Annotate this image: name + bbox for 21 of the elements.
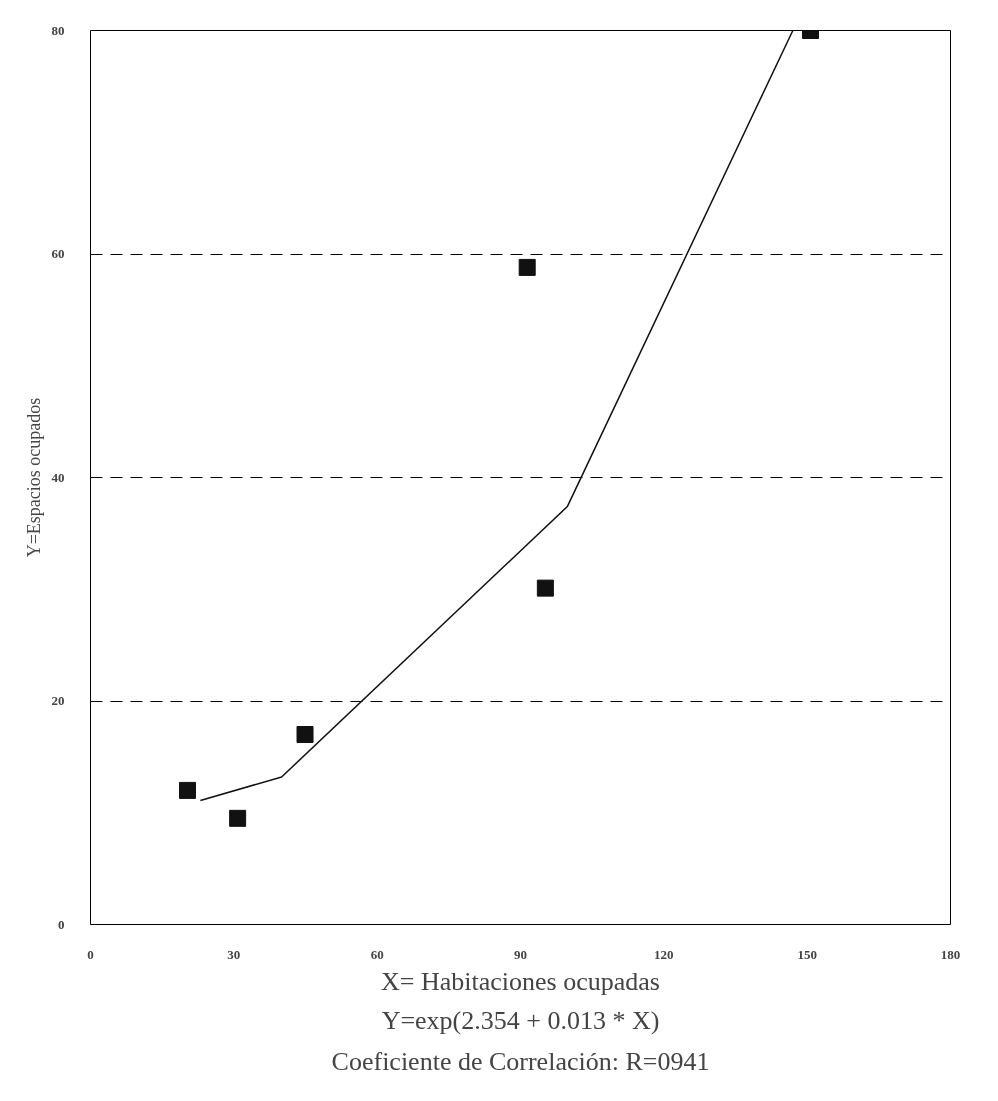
y-tick-label: 40 <box>51 469 65 485</box>
x-tick-label: 120 <box>654 946 674 962</box>
y-tick-label: 20 <box>51 693 65 708</box>
x-tick-label: 30 <box>227 946 241 962</box>
point <box>296 726 314 744</box>
line-series <box>199 30 794 802</box>
text: Coeficiente de Correlación: R=0941 <box>331 1046 710 1076</box>
point <box>229 809 247 827</box>
point <box>178 781 196 799</box>
y-tick-label: 80 <box>51 22 65 38</box>
point <box>536 579 554 597</box>
x-tick-label: 150 <box>797 946 817 962</box>
x-axis-title: X= Habitaciones ocupadas <box>381 966 660 996</box>
x-tick-label: 60 <box>370 946 384 962</box>
x-tick-label: 90 <box>514 946 527 962</box>
x-tick-label: 180 <box>940 946 961 962</box>
y-tick-label: 60 <box>51 246 65 261</box>
x-tick-label: 0 <box>87 946 94 962</box>
y-axis-title: Y=Espacios ocupados <box>23 397 44 558</box>
y-tick-label: 0 <box>58 916 65 932</box>
text: Y=exp(2.354 + 0.013 * X) <box>381 1005 660 1035</box>
